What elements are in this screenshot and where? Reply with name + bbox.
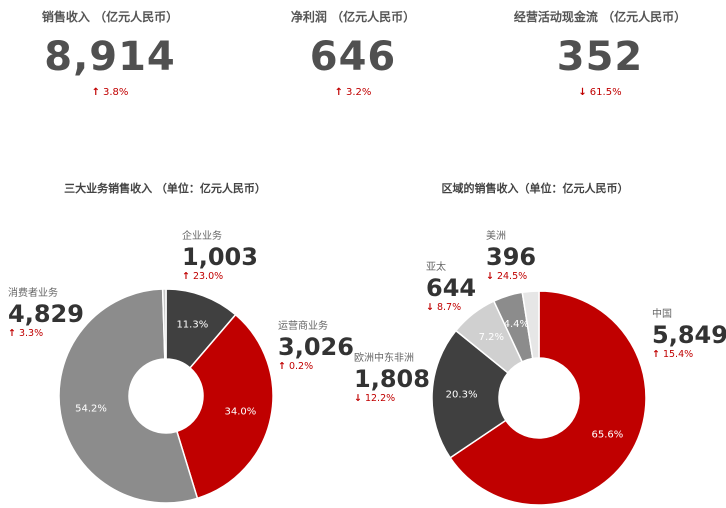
category-change-value: 12.2% — [364, 393, 396, 404]
category-change-value: 8.7% — [436, 302, 462, 313]
arrow-down-icon: ↓ — [354, 393, 362, 404]
kpi-change-value: 3.8% — [102, 87, 129, 98]
business-donut-slice — [58, 288, 199, 504]
business-slice-percent-label: 34.0% — [225, 406, 257, 417]
category-change: ↓ 24.5% — [486, 271, 536, 283]
category-value: 3,026 — [278, 333, 354, 361]
category-change-value: 3.3% — [18, 328, 44, 339]
category-value: 4,829 — [8, 300, 84, 328]
arrow-up-icon: ↑ — [8, 328, 16, 339]
region-donut-slice — [449, 290, 647, 506]
category-value: 1,003 — [182, 243, 258, 271]
region-donut-slice — [431, 329, 509, 459]
business-slice-percent-label: 11.3% — [176, 320, 208, 331]
business-slice-percent-label: 54.2% — [75, 403, 107, 414]
kpi-operating-cash-flow: 经营活动现金流 （亿元人民币） 352 ↓ 61.5% — [490, 8, 710, 100]
region-slice-percent-label: 20.3% — [446, 390, 478, 401]
category-value: 644 — [426, 274, 477, 302]
kpi-title: 净利润 （亿元人民币） — [290, 10, 416, 24]
kpi-net-profit: 净利润 （亿元人民币） 646 ↑ 3.2% — [243, 8, 463, 100]
category-name: 亚太 — [426, 262, 446, 273]
chart-title-region: 区域的销售收入（单位：亿元人民币） — [441, 182, 629, 195]
kpi-change: ↑ 3.2% — [243, 86, 463, 100]
kpi-change: ↓ 61.5% — [490, 86, 710, 100]
category-name: 运营商业务 — [278, 321, 328, 332]
category-change: ↑ 3.3% — [8, 328, 84, 340]
category-name: 美洲 — [486, 231, 506, 242]
region-slice-percent-label: 7.2% — [479, 332, 504, 343]
arrow-up-icon: ↑ — [278, 361, 286, 372]
kpi-change-value: 3.2% — [345, 87, 372, 98]
kpi-change: ↑ 3.8% — [0, 86, 220, 100]
region-slice-percent-label: 4.4% — [504, 319, 529, 330]
category-change: ↓ 12.2% — [354, 393, 430, 405]
kpi-title: 销售收入 （亿元人民币） — [41, 10, 179, 24]
category-change: ↑ 0.2% — [278, 361, 354, 373]
category-name: 中国 — [652, 309, 672, 320]
kpi-value: 646 — [309, 34, 397, 80]
region-donut-slice-remainder — [521, 290, 540, 360]
chart-title-business: 三大业务销售收入 （单位：亿元人民币） — [64, 182, 266, 195]
arrow-up-icon: ↑ — [652, 349, 660, 360]
arrow-down-icon: ↓ — [578, 87, 587, 98]
category-value: 5,849 — [652, 321, 726, 349]
arrow-down-icon: ↓ — [486, 271, 494, 282]
kpi-sales-revenue: 销售收入 （亿元人民币） 8,914 ↑ 3.8% — [0, 8, 220, 100]
category-value: 1,808 — [354, 365, 430, 393]
category-change-value: 15.4% — [662, 349, 694, 360]
arrow-up-icon: ↑ — [182, 271, 190, 282]
category-change-value: 24.5% — [496, 271, 528, 282]
category-change: ↓ 8.7% — [426, 302, 476, 314]
business-donut-slice — [175, 313, 274, 500]
arrow-up-icon: ↑ — [91, 87, 100, 98]
category-value: 396 — [486, 243, 537, 271]
category-label-enterprise: 企业业务 1,003 ↑ 23.0% — [182, 230, 258, 283]
category-change: ↑ 23.0% — [182, 271, 258, 283]
kpi-title: 经营活动现金流 （亿元人民币） — [513, 10, 687, 24]
category-label-emea: 欧洲中东非洲 1,808 ↓ 12.2% — [354, 352, 430, 405]
category-label-apac: 亚太 644 ↓ 8.7% — [426, 261, 476, 314]
arrow-down-icon: ↓ — [426, 302, 434, 313]
business-donut-slice-remainder — [161, 288, 167, 360]
category-name: 欧洲中东非洲 — [354, 353, 414, 364]
category-name: 消费者业务 — [8, 288, 58, 299]
category-change-value: 23.0% — [192, 271, 224, 282]
region-slice-percent-label: 65.6% — [592, 429, 624, 440]
kpi-value: 8,914 — [44, 34, 176, 80]
arrow-up-icon: ↑ — [334, 87, 343, 98]
kpi-value: 352 — [556, 34, 644, 80]
category-change-value: 0.2% — [288, 361, 314, 372]
category-change: ↑ 15.4% — [652, 349, 726, 361]
category-label-americas: 美洲 396 ↓ 24.5% — [486, 230, 536, 283]
category-label-carrier: 运营商业务 3,026 ↑ 0.2% — [278, 320, 354, 373]
category-label-consumer: 消费者业务 4,829 ↑ 3.3% — [8, 287, 84, 340]
category-name: 企业业务 — [182, 231, 222, 242]
category-label-china: 中国 5,849 ↑ 15.4% — [652, 308, 726, 361]
kpi-change-value: 61.5% — [589, 87, 622, 98]
